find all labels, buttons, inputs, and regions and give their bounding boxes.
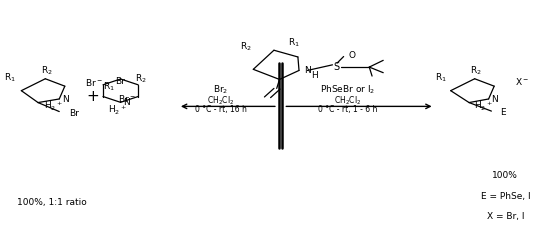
- Text: Br: Br: [69, 109, 79, 118]
- Text: X$^-$: X$^-$: [515, 76, 529, 87]
- Text: CH$_2$Cl$_2$: CH$_2$Cl$_2$: [334, 94, 361, 106]
- Text: R$_1$: R$_1$: [288, 36, 300, 49]
- Text: O: O: [348, 51, 355, 59]
- Text: N: N: [124, 97, 130, 106]
- Text: R$_2$: R$_2$: [471, 65, 482, 77]
- Text: N: N: [62, 94, 69, 104]
- Text: +: +: [86, 88, 99, 103]
- Text: Br$_2$: Br$_2$: [214, 83, 229, 96]
- Text: N: N: [491, 94, 498, 104]
- Text: 0 °C - rt, 16 h: 0 °C - rt, 16 h: [195, 104, 247, 113]
- Text: R$_1$: R$_1$: [4, 71, 16, 83]
- Text: X = Br, I: X = Br, I: [486, 211, 524, 220]
- Text: E = PhSe, I: E = PhSe, I: [481, 191, 530, 200]
- Text: Br$^-$: Br$^-$: [86, 77, 103, 88]
- Text: R$_2$: R$_2$: [135, 72, 147, 85]
- Text: R$_2$: R$_2$: [41, 65, 53, 77]
- Text: PhSeBr or I$_2$: PhSeBr or I$_2$: [320, 83, 375, 96]
- Text: H: H: [311, 71, 318, 80]
- Text: Br: Br: [115, 76, 125, 86]
- Text: N: N: [305, 65, 311, 74]
- Text: S: S: [334, 62, 340, 72]
- Text: R$_1$: R$_1$: [103, 80, 115, 93]
- Text: R$_2$: R$_2$: [240, 40, 252, 52]
- Text: H$_2$$^+$: H$_2$$^+$: [108, 103, 127, 116]
- Text: 0 °C - rt, 1 - 6 h: 0 °C - rt, 1 - 6 h: [318, 104, 377, 113]
- Text: H$_2$$^+$: H$_2$$^+$: [44, 100, 63, 113]
- Text: 100%, 1:1 ratio: 100%, 1:1 ratio: [17, 198, 87, 206]
- Text: 100%: 100%: [492, 171, 518, 180]
- Text: H$_2$$^+$: H$_2$$^+$: [473, 100, 492, 113]
- Text: R$_1$: R$_1$: [435, 71, 447, 83]
- Text: CH$_2$Cl$_2$: CH$_2$Cl$_2$: [207, 94, 235, 106]
- Text: Br$^-$: Br$^-$: [117, 93, 135, 104]
- Text: E: E: [500, 108, 505, 117]
